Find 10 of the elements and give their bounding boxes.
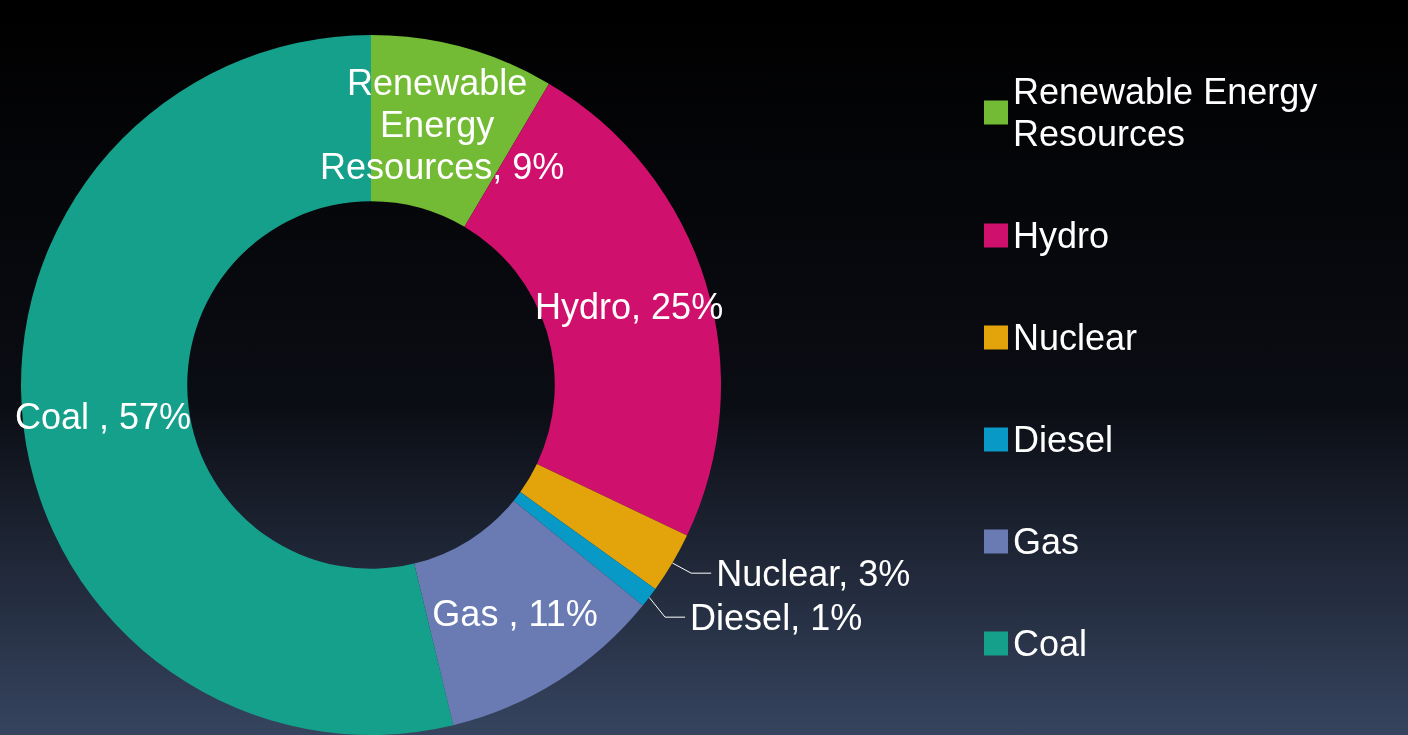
data-label: Gas , 11% [432, 592, 598, 634]
data-label: Nuclear, 3% [716, 552, 911, 594]
legend-label: Diesel [1013, 419, 1114, 460]
legend-label: Nuclear [1013, 317, 1138, 358]
data-label: Diesel, 1% [690, 596, 863, 638]
data-label: Renewable Energy Resources, 9% [320, 62, 565, 188]
legend-label: Coal [1013, 623, 1088, 664]
legend-label: Renewable Energy Resources [1013, 71, 1328, 154]
legend-label: Gas [1013, 521, 1080, 562]
legend-label: Hydro [1013, 215, 1110, 256]
